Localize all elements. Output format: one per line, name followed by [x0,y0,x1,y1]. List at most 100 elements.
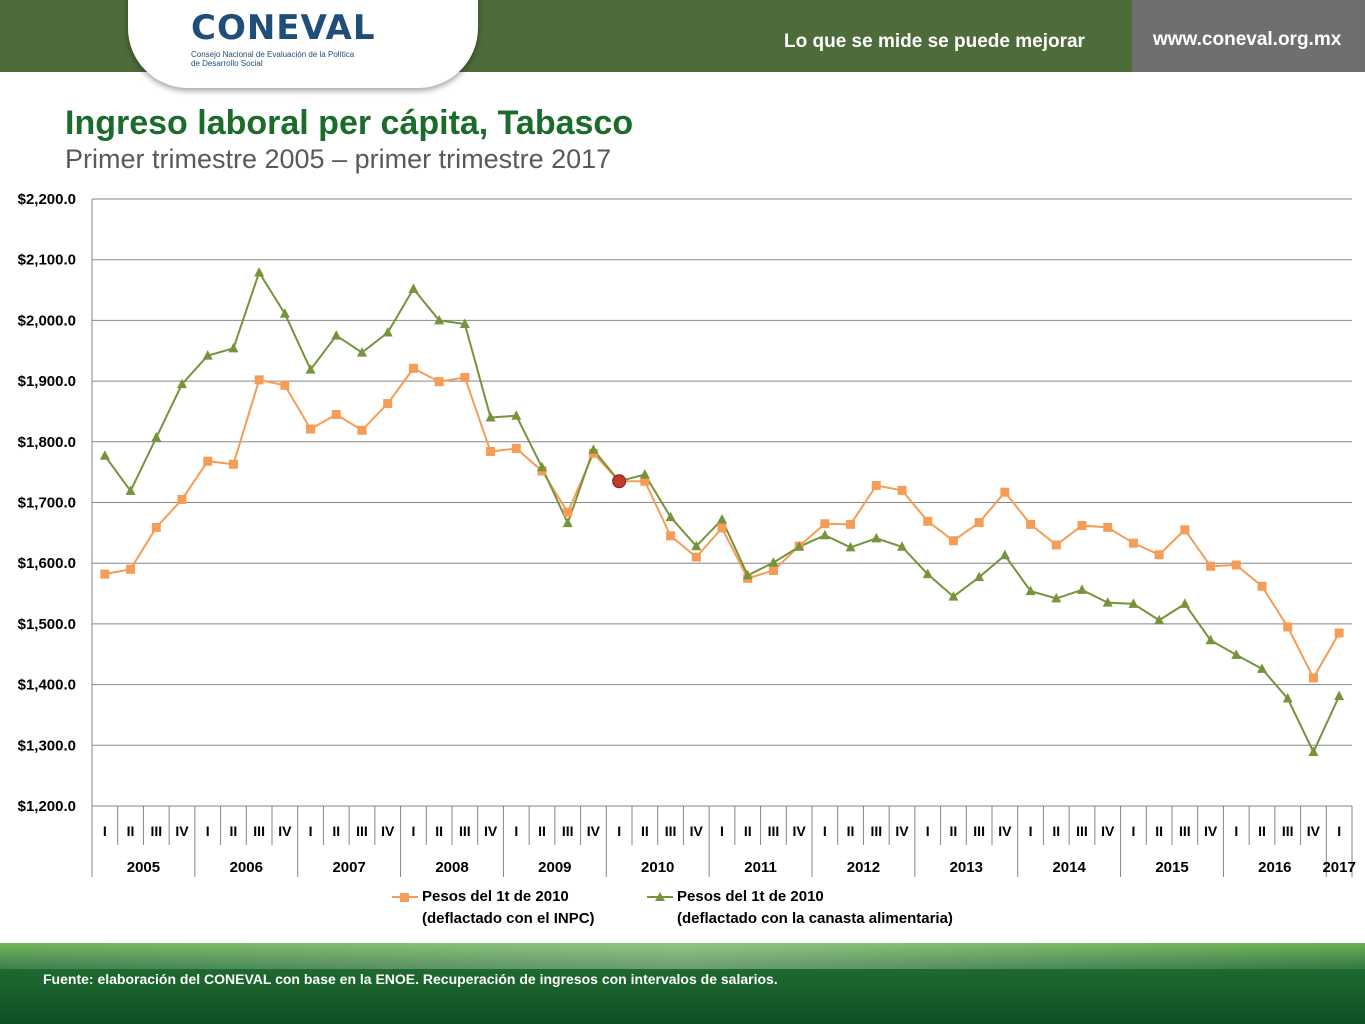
x-quarter-label: III [1179,823,1191,839]
data-point-canasta [254,266,265,277]
x-quarter-label: III [253,823,265,839]
footer-bar: Fuente: elaboración del CONEVAL con base… [0,943,1365,1024]
y-tick-label: $2,200.0 [18,191,76,208]
x-quarter-label: III [973,823,985,839]
x-quarter-label: II [230,823,238,839]
website-url[interactable]: www.coneval.org.mx [1153,29,1342,50]
data-point-canasta [819,529,830,540]
data-point-inpc [331,409,341,419]
data-point-inpc [948,536,958,546]
x-quarter-label: II [435,823,443,839]
header-url-panel [1132,0,1365,72]
coneval-logo: CONEVAL [191,8,376,48]
data-point-canasta [1154,614,1165,625]
data-point-inpc [280,380,290,390]
chart-legend: Pesos del 1t de 2010 (deflactado con el … [390,886,1090,936]
data-point-canasta [845,541,856,552]
data-point-canasta [974,571,985,582]
data-point-canasta [871,532,882,543]
x-quarter-label: I [1029,823,1033,839]
data-point-canasta [202,350,213,360]
data-point-inpc [1000,487,1010,497]
x-quarter-label: II [744,823,752,839]
data-point-canasta [1179,598,1190,608]
x-quarter-label: III [1282,823,1294,839]
data-point-inpc [1231,560,1241,570]
x-quarter-label: I [1337,823,1341,839]
logo-tab [128,0,478,88]
data-point-canasta [511,410,522,420]
line-chart: $1,200.0 $1,300.0 $1,400.0 $1,500.0 $1,600.0… [18,191,1356,877]
data-point-inpc [126,564,136,574]
x-quarter-label: III [1076,823,1088,839]
x-quarter-label: I [206,823,210,839]
x-quarter-label: IV [1204,823,1218,839]
x-quarter-label: IV [381,823,395,839]
data-point-inpc [768,565,778,575]
coneval-logo-subtitle: Consejo Nacional de Evaluación de la Pol… [191,50,355,68]
data-point-inpc [1103,522,1113,532]
x-quarter-label: I [411,823,415,839]
data-point-inpc [1334,628,1344,638]
data-point-inpc [1154,550,1164,560]
x-quarter-label: II [538,823,546,839]
x-year-label: 2011 [744,859,777,876]
data-point-inpc [486,447,496,457]
data-point-canasta [99,450,110,460]
x-quarter-label: IV [1101,823,1115,839]
x-quarter-label: IV [484,823,498,839]
data-point-canasta [279,308,290,318]
data-point-canasta [537,461,547,472]
x-quarter-label: IV [1307,823,1321,839]
x-year-label: 2010 [641,859,674,876]
data-point-inpc [1206,561,1216,571]
source-note: Fuente: elaboración del CONEVAL con base… [43,971,778,987]
data-point-canasta [562,517,573,528]
data-point-inpc [1026,519,1036,529]
data-point-canasta [1282,693,1293,703]
chart-subtitle: Primer trimestre 2005 – primer trimestre… [65,144,612,174]
chart-title: Ingreso laboral per cápita, Tabasco [65,104,634,142]
x-quarter-label: II [847,823,855,839]
x-year-label: 2017 [1322,859,1355,876]
y-tick-label: $1,200.0 [18,798,76,815]
data-point-inpc [1051,540,1061,550]
data-point-inpc [820,519,830,529]
data-point-canasta [691,540,702,551]
data-point-inpc [460,372,470,382]
x-quarter-label: II [127,823,135,839]
x-year-label: 2007 [332,859,365,876]
x-quarter-label: III [459,823,471,839]
data-point-canasta [1025,585,1036,596]
y-tick-label: $1,800.0 [18,434,76,451]
data-point-canasta [177,378,187,389]
legend-label-canasta-line2: (deflactado con la canasta alimentaria) [677,910,953,927]
data-point-canasta [382,327,393,337]
data-point-canasta [1051,592,1062,603]
legend-label-inpc-line2: (deflactado con el INPC) [422,910,595,927]
x-quarter-label: I [617,823,621,839]
x-quarter-label: III [562,823,574,839]
x-quarter-label: II [641,823,649,839]
x-quarter-label: IV [793,823,807,839]
x-year-label: 2016 [1258,859,1291,876]
y-tick-label: $1,300.0 [18,737,76,754]
data-point-inpc [177,494,187,504]
data-point-canasta [999,549,1010,560]
legend-label-canasta-line1: Pesos del 1t de 2010 [677,888,824,905]
y-tick-label: $2,000.0 [18,312,76,329]
data-point-inpc [1257,581,1267,591]
x-quarter-label: III [356,823,368,839]
data-point-canasta [459,318,470,329]
data-point-inpc [640,476,650,486]
data-point-canasta [922,568,933,579]
data-point-inpc [691,552,701,562]
x-quarter-label: I [720,823,724,839]
y-tick-label: $1,600.0 [18,555,76,572]
data-point-inpc [254,375,264,385]
tagline: Lo que se mide se puede mejorar [784,31,1085,52]
data-point-inpc [563,507,573,517]
data-point-inpc [1077,521,1087,531]
x-year-label: 2015 [1155,859,1188,876]
y-tick-label: $2,100.0 [18,252,76,269]
